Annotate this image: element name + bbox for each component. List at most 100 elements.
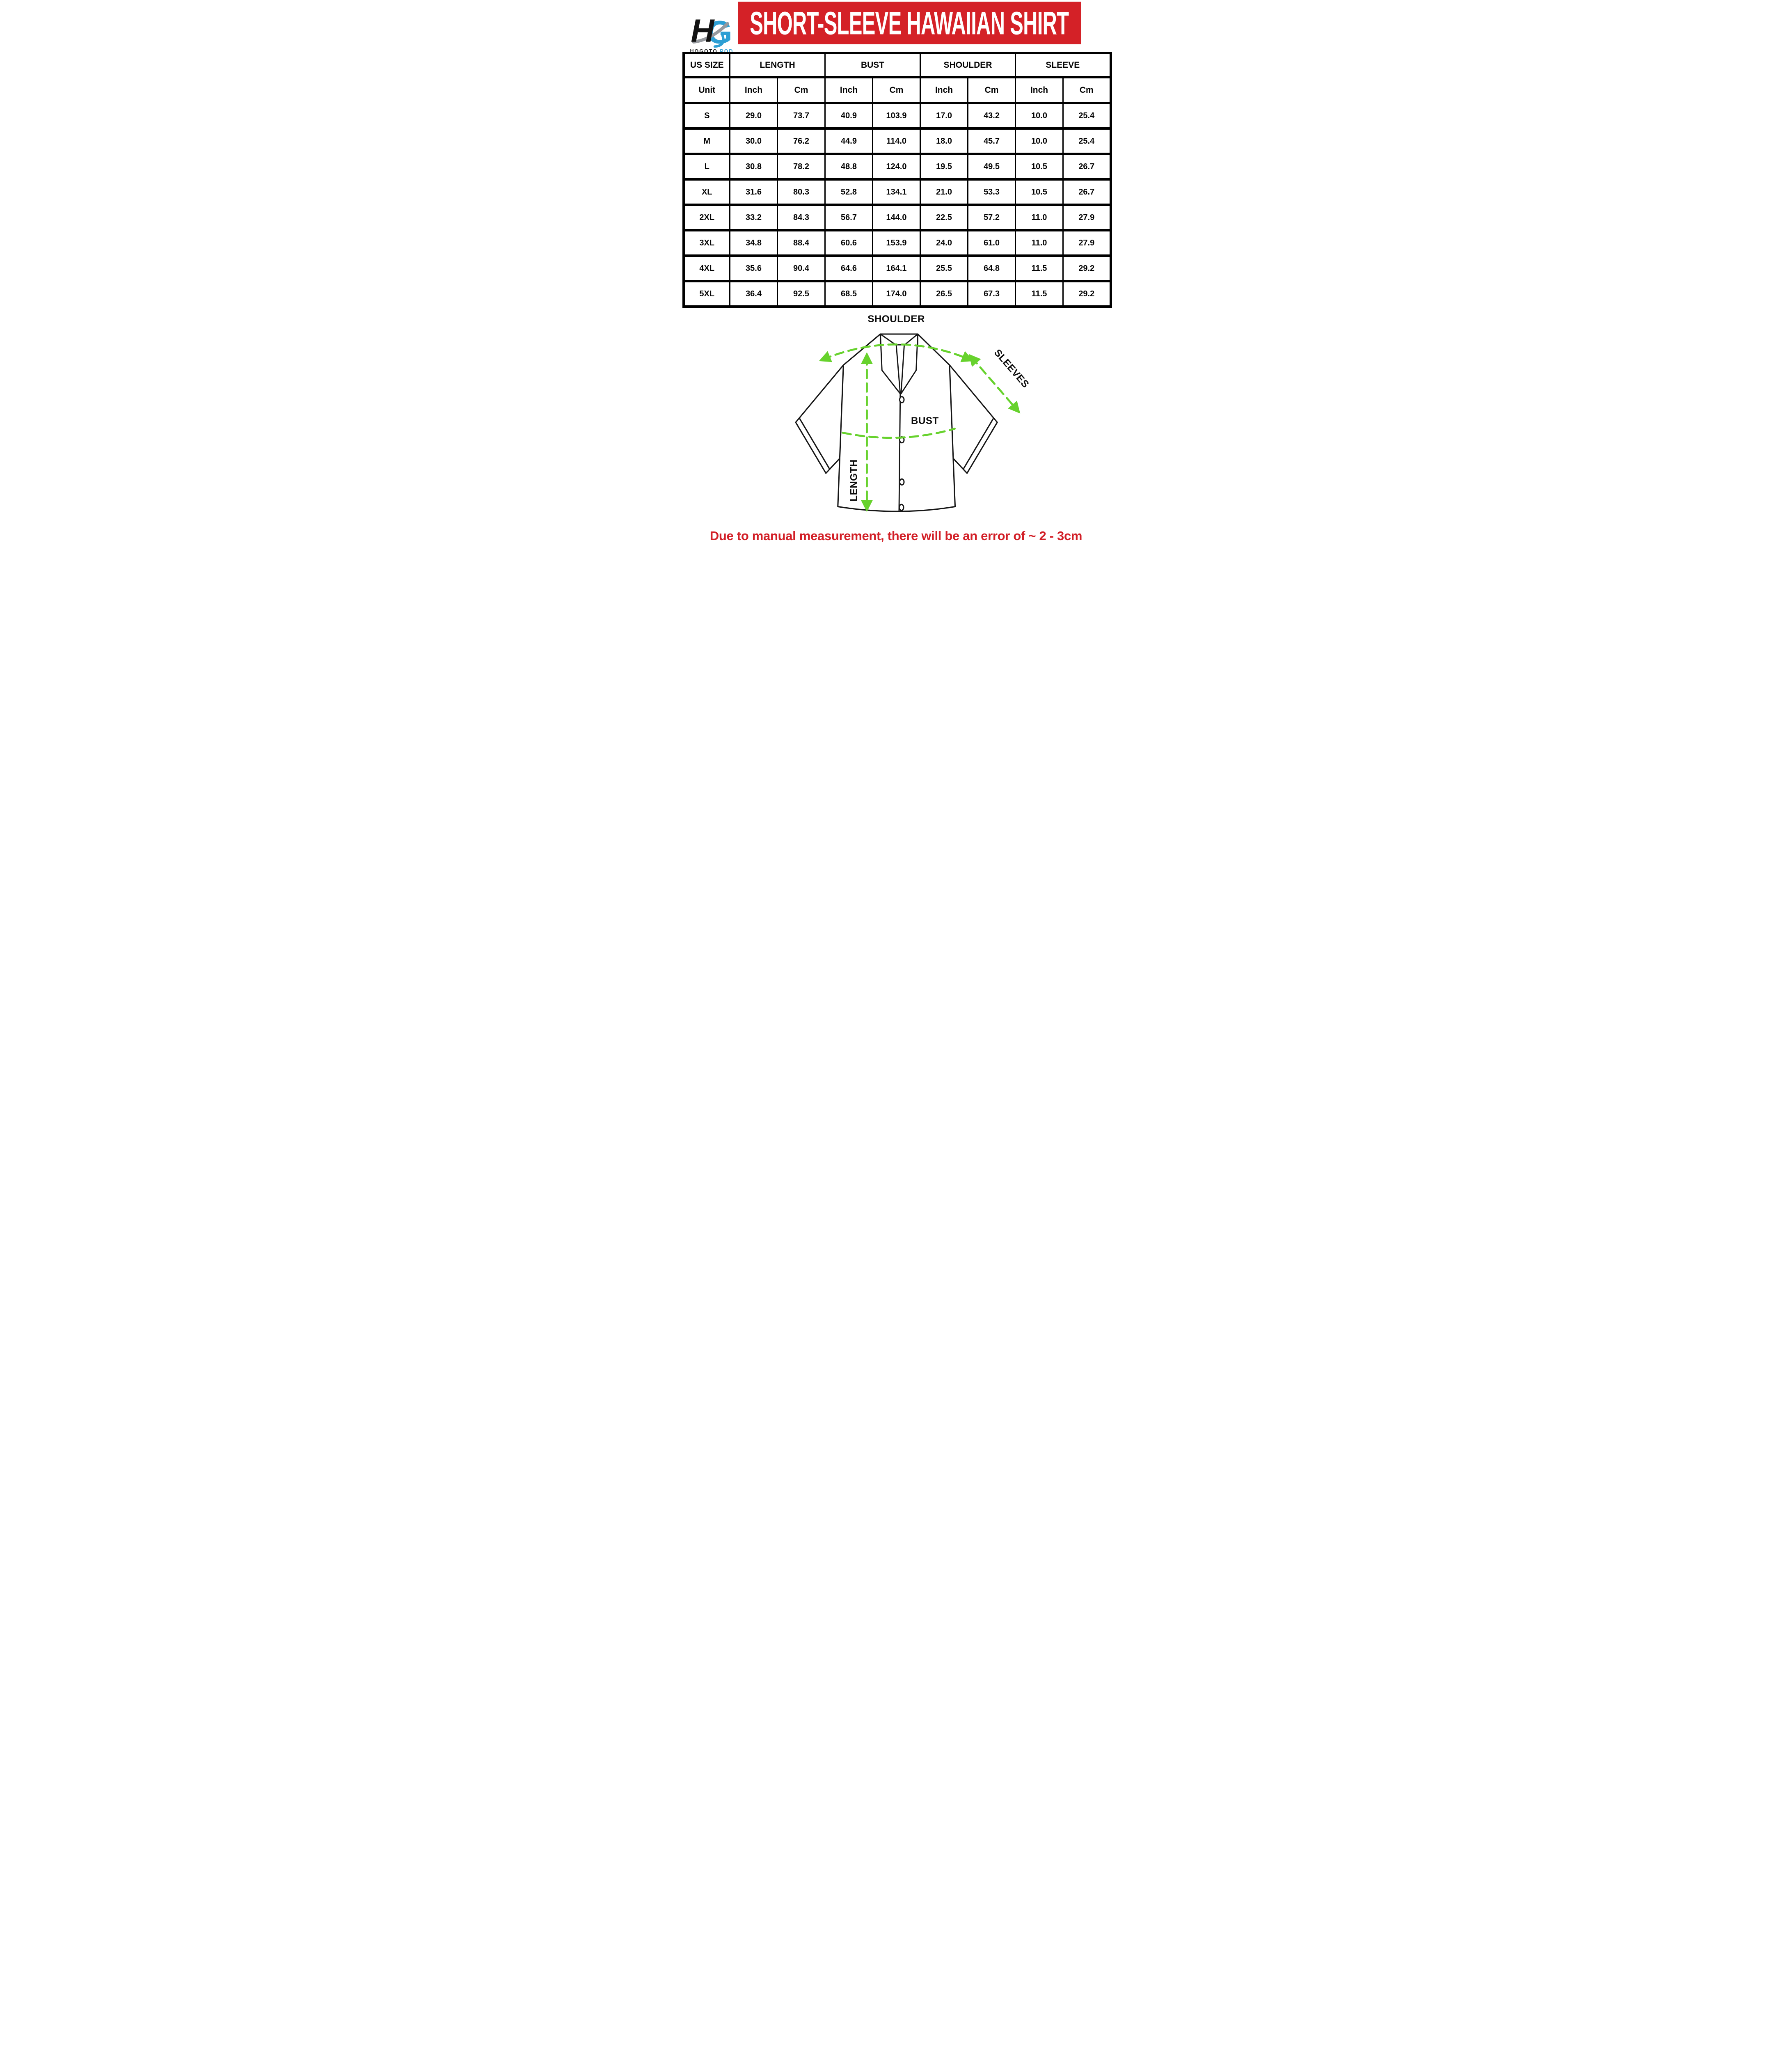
shirt-sleeves bbox=[795, 364, 998, 474]
shoulder-arrow-icon bbox=[819, 343, 974, 362]
logo-letter-h: H bbox=[691, 12, 715, 48]
size-table: US SIZE LENGTH BUST SHOULDER SLEEVE Unit… bbox=[682, 52, 1112, 308]
size-label: L bbox=[683, 153, 730, 181]
shirt-outline-icon: SHOULDER SLEEVES BUST LENGTH bbox=[795, 314, 1031, 512]
measurement-cell: 29.0 bbox=[729, 102, 778, 130]
measurement-cell: 29.2 bbox=[1062, 254, 1112, 282]
measurement-cell: 11.0 bbox=[1015, 229, 1064, 257]
logo-tail-icon bbox=[713, 34, 725, 48]
measurement-cell: 43.2 bbox=[967, 102, 1016, 130]
measurement-cell: 64.8 bbox=[967, 254, 1016, 282]
measurement-cell: 17.0 bbox=[920, 102, 969, 130]
measurement-cell: 11.5 bbox=[1015, 280, 1064, 308]
table-row: L 30.8 78.2 48.8 124.0 19.5 49.5 10.5 26… bbox=[683, 153, 1112, 181]
logo-swoosh-icon bbox=[691, 22, 729, 44]
measurement-cell: 31.6 bbox=[729, 178, 778, 206]
brand-logo: G H HOGOTO POD bbox=[686, 12, 738, 54]
measurement-cell: 76.2 bbox=[776, 127, 826, 155]
measurement-cell: 10.5 bbox=[1015, 178, 1064, 206]
size-table-body: S 29.0 73.7 40.9 103.9 17.0 43.2 10.0 25… bbox=[683, 102, 1112, 308]
measurement-cell: 25.4 bbox=[1062, 127, 1112, 155]
unit-cell: Cm bbox=[776, 76, 826, 104]
measurement-cell: 30.8 bbox=[729, 153, 778, 181]
sleeves-label: SLEEVES bbox=[992, 347, 1031, 390]
measurement-cell: 18.0 bbox=[920, 127, 969, 155]
col-header-length: LENGTH bbox=[729, 52, 826, 78]
measurement-cell: 90.4 bbox=[776, 254, 826, 282]
unit-cell: Inch bbox=[1015, 76, 1064, 104]
measurement-cell: 78.2 bbox=[776, 153, 826, 181]
measurement-cell: 174.0 bbox=[872, 280, 921, 308]
measurement-cell: 64.6 bbox=[824, 254, 874, 282]
measurement-cell: 24.0 bbox=[920, 229, 969, 257]
measurement-cell: 26.5 bbox=[920, 280, 969, 308]
measurement-cell: 53.3 bbox=[967, 178, 1016, 206]
measurement-cell: 134.1 bbox=[872, 178, 921, 206]
size-label: M bbox=[683, 127, 730, 155]
table-row: 3XL 34.8 88.4 60.6 153.9 24.0 61.0 11.0 … bbox=[683, 229, 1112, 257]
size-label: 3XL bbox=[683, 229, 730, 257]
measurement-cell: 57.2 bbox=[967, 204, 1016, 231]
measurement-cell: 10.5 bbox=[1015, 153, 1064, 181]
measurement-cell: 29.2 bbox=[1062, 280, 1112, 308]
col-header-shoulder: SHOULDER bbox=[920, 52, 1016, 78]
measurement-cell: 45.7 bbox=[967, 127, 1016, 155]
measurement-cell: 61.0 bbox=[967, 229, 1016, 257]
unit-cell: Cm bbox=[1062, 76, 1112, 104]
title-banner: SHORT-SLEEVE HAWAIIAN SHIRT bbox=[737, 2, 1081, 44]
measurement-cell: 26.7 bbox=[1062, 153, 1112, 181]
measurement-cell: 36.4 bbox=[729, 280, 778, 308]
unit-cell: Inch bbox=[824, 76, 874, 104]
measurement-cell: 52.8 bbox=[824, 178, 874, 206]
measurement-cell: 124.0 bbox=[872, 153, 921, 181]
bust-line-icon bbox=[841, 428, 956, 439]
measurement-cell: 60.6 bbox=[824, 229, 874, 257]
measurement-cell: 10.0 bbox=[1015, 127, 1064, 155]
measurement-cell: 73.7 bbox=[776, 102, 826, 130]
measurement-cell: 33.2 bbox=[729, 204, 778, 231]
col-header-us-size: US SIZE bbox=[683, 52, 730, 78]
table-row: XL 31.6 80.3 52.8 134.1 21.0 53.3 10.5 2… bbox=[683, 178, 1112, 206]
table-row: 5XL 36.4 92.5 68.5 174.0 26.5 67.3 11.5 … bbox=[683, 280, 1112, 308]
measurement-cell: 27.9 bbox=[1062, 229, 1112, 257]
measurement-cell: 153.9 bbox=[872, 229, 921, 257]
unit-cell: Cm bbox=[967, 76, 1016, 104]
unit-cell: Cm bbox=[872, 76, 921, 104]
measurement-cell: 44.9 bbox=[824, 127, 874, 155]
size-label: S bbox=[683, 102, 730, 130]
size-label: 5XL bbox=[683, 280, 730, 308]
table-unit-row: Unit Inch Cm Inch Cm Inch Cm Inch Cm bbox=[683, 76, 1112, 104]
size-label: 4XL bbox=[683, 254, 730, 282]
measurement-cell: 84.3 bbox=[776, 204, 826, 231]
measurement-cell: 49.5 bbox=[967, 153, 1016, 181]
size-label: XL bbox=[683, 178, 730, 206]
measurement-cell: 10.0 bbox=[1015, 102, 1064, 130]
measurement-cell: 25.4 bbox=[1062, 102, 1112, 130]
measurement-note: Due to manual measurement, there will be… bbox=[709, 529, 1083, 543]
measurement-cell: 114.0 bbox=[872, 127, 921, 155]
sleeves-arrow-icon bbox=[968, 354, 1020, 414]
measurement-cell: 22.5 bbox=[920, 204, 969, 231]
measurement-cell: 34.8 bbox=[729, 229, 778, 257]
unit-cell: Inch bbox=[729, 76, 778, 104]
bust-label: BUST bbox=[911, 415, 938, 426]
measurement-cell: 68.5 bbox=[824, 280, 874, 308]
measurement-cell: 30.0 bbox=[729, 127, 778, 155]
table-group-header-row: US SIZE LENGTH BUST SHOULDER SLEEVE bbox=[683, 52, 1112, 78]
measurement-cell: 26.7 bbox=[1062, 178, 1112, 206]
page-title: SHORT-SLEEVE HAWAIIAN SHIRT bbox=[749, 5, 1069, 41]
table-row: 4XL 35.6 90.4 64.6 164.1 25.5 64.8 11.5 … bbox=[683, 254, 1112, 282]
measurement-cell: 56.7 bbox=[824, 204, 874, 231]
measurement-cell: 88.4 bbox=[776, 229, 826, 257]
length-label: LENGTH bbox=[848, 459, 859, 501]
size-label: 2XL bbox=[683, 204, 730, 231]
table-row: 2XL 33.2 84.3 56.7 144.0 22.5 57.2 11.0 … bbox=[683, 204, 1112, 231]
measurement-cell: 103.9 bbox=[872, 102, 921, 130]
measurement-cell: 144.0 bbox=[872, 204, 921, 231]
measurement-cell: 35.6 bbox=[729, 254, 778, 282]
measurement-cell: 80.3 bbox=[776, 178, 826, 206]
measurement-cell: 21.0 bbox=[920, 178, 969, 206]
measurement-cell: 40.9 bbox=[824, 102, 874, 130]
col-header-bust: BUST bbox=[824, 52, 921, 78]
measurement-cell: 67.3 bbox=[967, 280, 1016, 308]
